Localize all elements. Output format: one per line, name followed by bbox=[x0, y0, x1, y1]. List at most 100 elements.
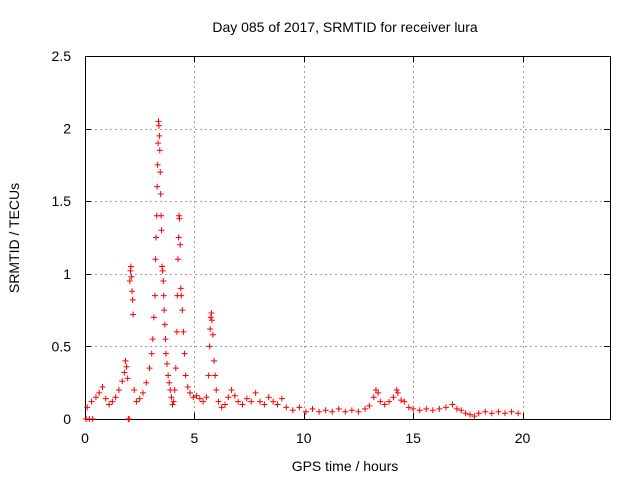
data-point bbox=[302, 408, 309, 415]
data-point bbox=[92, 394, 99, 401]
data-point bbox=[155, 140, 162, 147]
data-point bbox=[366, 402, 373, 409]
y-tick-label: 2 bbox=[63, 121, 71, 137]
data-point bbox=[159, 263, 165, 270]
y-tick-label: 0 bbox=[63, 411, 71, 427]
data-point bbox=[329, 408, 336, 415]
data-point bbox=[394, 389, 401, 396]
data-point bbox=[164, 360, 171, 367]
data-point bbox=[177, 241, 184, 248]
data-point bbox=[410, 405, 417, 412]
data-point bbox=[166, 379, 173, 386]
data-point bbox=[239, 401, 246, 408]
data-point bbox=[122, 357, 129, 364]
data-point bbox=[228, 386, 235, 393]
data-point bbox=[495, 408, 502, 415]
data-point bbox=[177, 285, 184, 292]
data-point bbox=[129, 296, 136, 303]
data-point bbox=[309, 405, 316, 412]
data-point bbox=[106, 401, 113, 408]
data-point bbox=[127, 263, 134, 270]
data-point bbox=[209, 331, 216, 338]
data-point bbox=[342, 408, 349, 415]
data-point bbox=[143, 379, 150, 386]
data-point bbox=[150, 314, 157, 321]
data-point bbox=[154, 183, 161, 190]
data-point bbox=[449, 401, 456, 408]
data-point bbox=[184, 384, 191, 391]
data-point bbox=[165, 372, 172, 379]
data-point bbox=[157, 190, 164, 197]
data-point bbox=[200, 398, 207, 405]
data-point bbox=[355, 408, 362, 415]
data-point bbox=[386, 398, 393, 405]
y-tick-label: 2.5 bbox=[52, 48, 72, 64]
data-point bbox=[257, 398, 263, 405]
data-point bbox=[154, 161, 161, 168]
data-point bbox=[467, 411, 473, 418]
data-point bbox=[377, 398, 384, 405]
data-point bbox=[436, 405, 443, 412]
data-point bbox=[248, 398, 255, 405]
data-point bbox=[401, 398, 408, 405]
data-point bbox=[515, 410, 522, 417]
data-point bbox=[174, 256, 181, 263]
data-point bbox=[172, 365, 179, 372]
data-point bbox=[146, 365, 153, 372]
data-point bbox=[196, 395, 203, 402]
data-point bbox=[381, 401, 388, 408]
x-tick-label: 15 bbox=[405, 430, 421, 446]
data-point bbox=[207, 314, 214, 321]
data-point bbox=[96, 389, 103, 396]
data-point bbox=[398, 397, 405, 404]
data-point bbox=[429, 407, 436, 414]
data-point bbox=[416, 407, 423, 414]
data-point bbox=[207, 325, 214, 332]
data-point bbox=[453, 405, 460, 412]
x-tick-label: 0 bbox=[81, 430, 89, 446]
data-point bbox=[162, 350, 169, 357]
data-point bbox=[152, 292, 158, 299]
data-point bbox=[442, 404, 449, 411]
data-point bbox=[475, 410, 482, 417]
data-point bbox=[123, 363, 130, 370]
plot-frame bbox=[85, 56, 611, 420]
y-tick-label: 0.5 bbox=[52, 338, 72, 354]
data-point bbox=[161, 321, 168, 328]
data-point bbox=[179, 307, 186, 314]
data-point bbox=[458, 407, 465, 414]
data-point bbox=[131, 386, 138, 393]
data-point bbox=[393, 386, 400, 393]
data-point bbox=[235, 398, 242, 405]
data-point bbox=[231, 392, 238, 399]
data-point bbox=[181, 350, 188, 357]
y-tick-label: 1.5 bbox=[52, 193, 72, 209]
data-point bbox=[471, 413, 478, 420]
data-point bbox=[283, 404, 290, 411]
data-point bbox=[270, 398, 277, 405]
data-point bbox=[162, 336, 169, 343]
data-point bbox=[182, 372, 189, 379]
data-point bbox=[296, 404, 303, 411]
data-point bbox=[316, 408, 323, 415]
data-point bbox=[212, 372, 219, 379]
data-point bbox=[208, 317, 215, 324]
data-point bbox=[243, 395, 250, 402]
y-tick-label: 1 bbox=[63, 266, 71, 282]
data-point bbox=[157, 169, 164, 176]
data-point bbox=[156, 132, 163, 139]
data-point bbox=[89, 416, 96, 422]
data-point bbox=[139, 389, 146, 396]
data-point bbox=[180, 328, 187, 335]
data-point bbox=[190, 394, 197, 401]
data-point bbox=[159, 267, 166, 274]
data-point bbox=[126, 278, 133, 285]
data-point bbox=[375, 389, 382, 396]
data-point bbox=[121, 369, 128, 376]
data-point bbox=[158, 212, 165, 219]
data-point bbox=[119, 378, 126, 385]
data-point bbox=[153, 234, 160, 241]
data-point bbox=[187, 389, 193, 396]
data-point bbox=[488, 410, 495, 417]
data-point bbox=[203, 394, 210, 401]
